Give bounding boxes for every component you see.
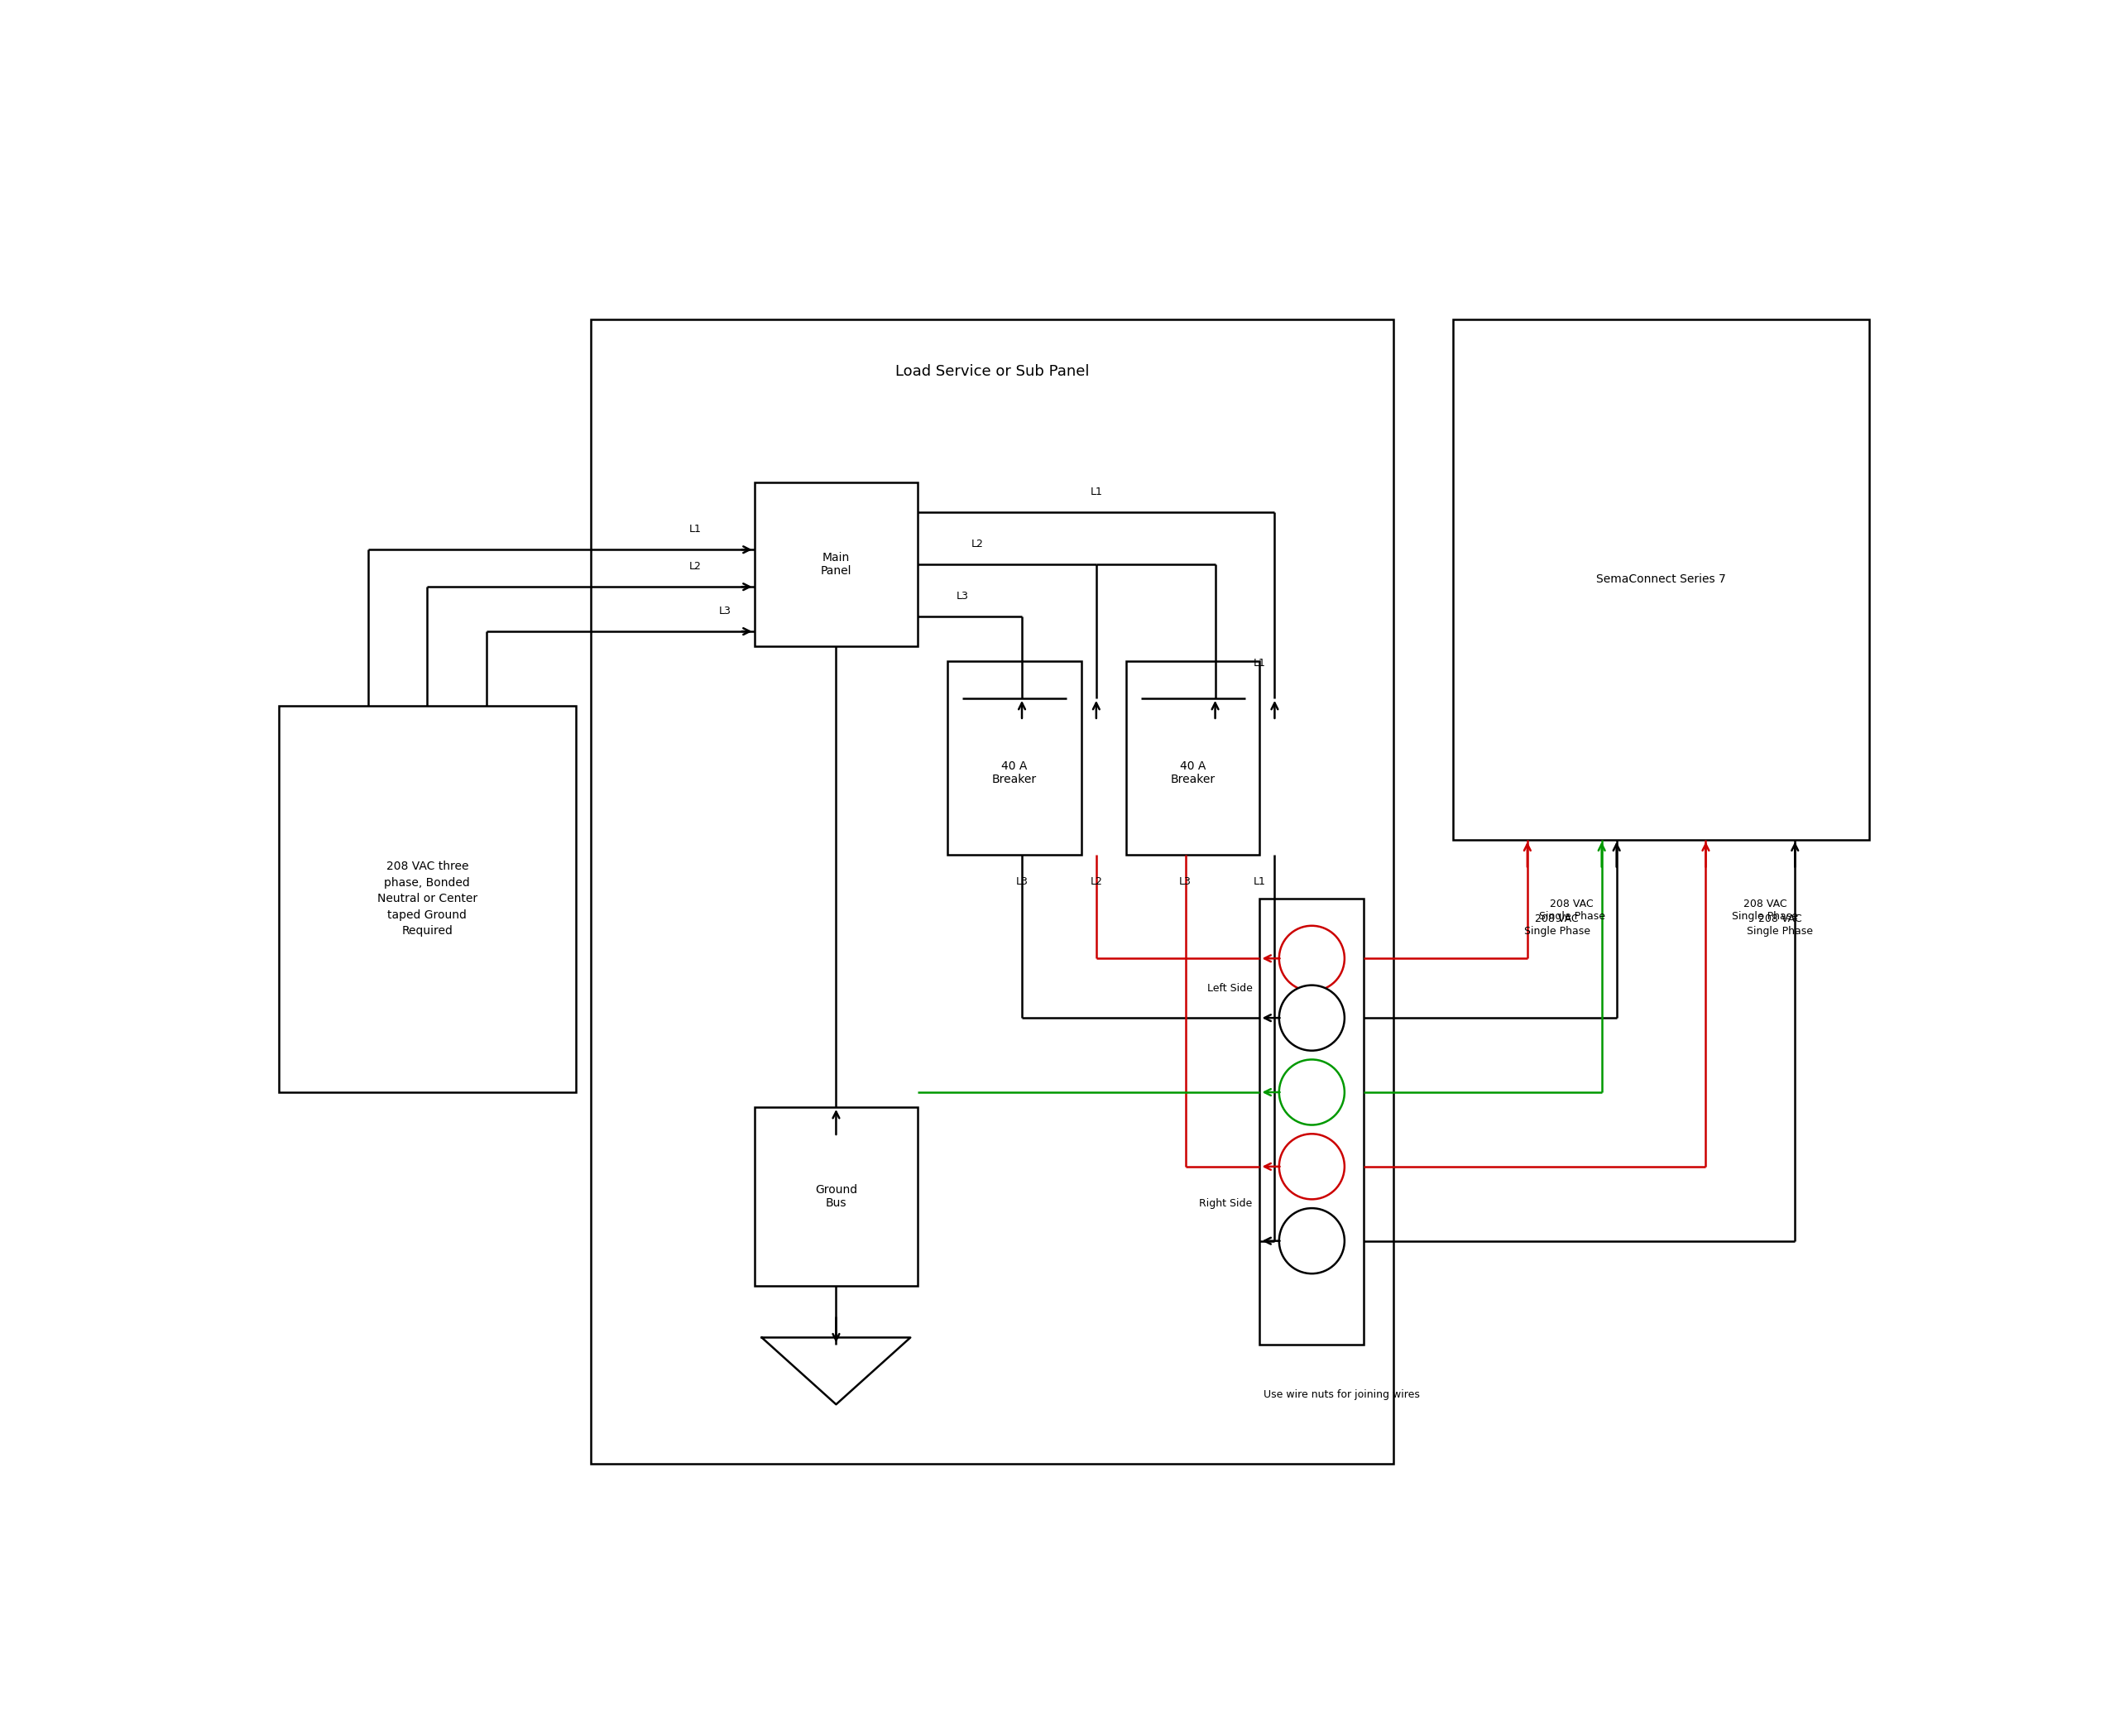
Text: Main
Panel: Main Panel [821,552,852,576]
Text: L1: L1 [1253,877,1266,887]
Circle shape [1279,925,1344,991]
Text: L3: L3 [1015,877,1028,887]
Bar [755,1108,918,1285]
Text: 208 VAC
Single Phase: 208 VAC Single Phase [1538,899,1606,922]
Bar [1454,319,1869,840]
Text: L3: L3 [717,606,730,616]
Circle shape [1279,1208,1344,1274]
Text: L2: L2 [688,561,701,571]
Bar [1260,899,1363,1345]
Text: Use wire nuts for joining wires: Use wire nuts for joining wires [1264,1389,1420,1401]
Bar [947,661,1080,854]
Bar [591,319,1393,1463]
Bar [279,707,576,1092]
Text: 208 VAC
Single Phase: 208 VAC Single Phase [1732,899,1798,922]
Text: L1: L1 [1253,658,1266,668]
Text: L1: L1 [1091,486,1101,498]
Circle shape [1279,1134,1344,1200]
Text: 208 VAC
Single Phase: 208 VAC Single Phase [1747,913,1812,937]
Circle shape [1279,1059,1344,1125]
Text: Load Service or Sub Panel: Load Service or Sub Panel [895,365,1089,378]
Text: Ground
Bus: Ground Bus [814,1184,857,1208]
Text: L1: L1 [688,524,701,535]
Text: L2: L2 [1091,877,1101,887]
Text: L2: L2 [971,538,983,550]
Text: 208 VAC three
phase, Bonded
Neutral or Center
taped Ground
Required: 208 VAC three phase, Bonded Neutral or C… [378,861,477,937]
Text: 208 VAC
Single Phase: 208 VAC Single Phase [1523,913,1591,937]
Text: Left Side: Left Side [1207,983,1253,993]
Text: 40 A
Breaker: 40 A Breaker [992,760,1036,785]
Circle shape [1279,986,1344,1050]
Bar [755,483,918,646]
Text: L3: L3 [1179,877,1192,887]
Text: Right Side: Right Side [1198,1198,1253,1208]
Text: L3: L3 [956,590,968,602]
Text: 40 A
Breaker: 40 A Breaker [1171,760,1215,785]
Text: SemaConnect Series 7: SemaConnect Series 7 [1597,573,1726,585]
Bar [1127,661,1260,854]
